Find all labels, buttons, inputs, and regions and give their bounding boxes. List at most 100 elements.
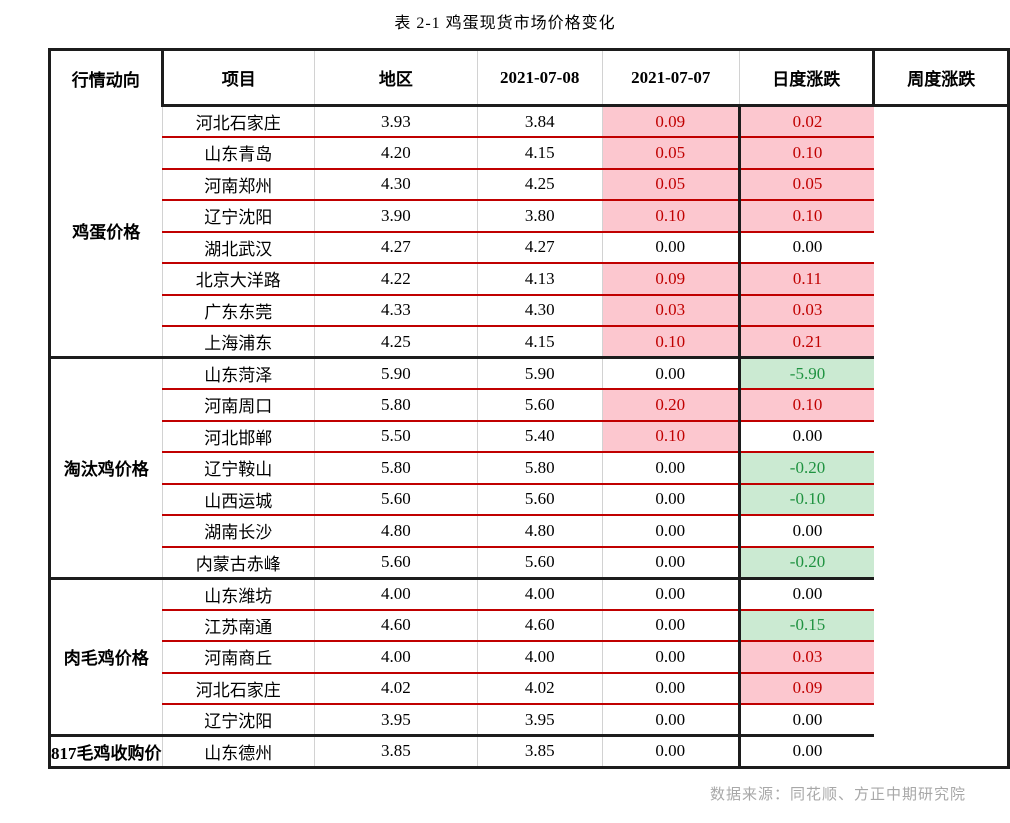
row-group-label: 行情动向 xyxy=(49,49,164,106)
daily-change-cell: 0.00 xyxy=(601,609,740,642)
item-cell: 肉毛鸡价格 xyxy=(49,578,162,737)
price-cell: 4.13 xyxy=(476,263,602,296)
column-header: 日度涨跌 xyxy=(739,49,874,107)
region-cell: 河南周口 xyxy=(161,389,315,422)
region-cell: 山东菏泽 xyxy=(161,357,315,390)
region-cell: 辽宁鞍山 xyxy=(161,452,315,485)
weekly-change-cell: 0.03 xyxy=(738,294,874,327)
weekly-change-cell: 0.03 xyxy=(738,641,874,674)
column-header: 2021-07-08 xyxy=(476,49,602,107)
price-cell: 3.84 xyxy=(476,105,602,138)
weekly-change-cell: 0.10 xyxy=(738,200,874,233)
price-cell: 4.00 xyxy=(476,578,602,611)
price-cell: 5.80 xyxy=(476,452,602,485)
price-cell: 5.60 xyxy=(313,546,478,580)
table-title: 表 2-1 鸡蛋现货市场价格变化 xyxy=(394,15,616,32)
price-cell: 5.50 xyxy=(313,420,478,453)
weekly-change-cell: 0.00 xyxy=(738,735,874,769)
weekly-change-cell: -0.15 xyxy=(738,609,874,642)
daily-change-cell: 0.00 xyxy=(601,515,740,548)
region-cell: 山西运城 xyxy=(161,483,315,516)
table-row: 辽宁鞍山 5.80 5.80 0.00 -0.20 xyxy=(50,452,1009,485)
region-cell: 河北石家庄 xyxy=(161,672,315,705)
price-cell: 4.15 xyxy=(476,137,602,170)
region-cell: 内蒙古赤峰 xyxy=(161,546,315,580)
region-cell: 河南商丘 xyxy=(161,641,315,674)
price-cell: 4.25 xyxy=(476,168,602,201)
daily-change-cell: 0.00 xyxy=(601,231,740,264)
column-header: 项目 xyxy=(162,49,315,107)
price-cell: 3.80 xyxy=(476,200,602,233)
region-cell: 山东潍坊 xyxy=(161,578,315,611)
price-cell: 3.95 xyxy=(476,704,602,737)
price-cell: 5.40 xyxy=(476,420,602,453)
region-cell: 辽宁沈阳 xyxy=(161,200,315,233)
table-row: 内蒙古赤峰 5.60 5.60 0.00 -0.20 xyxy=(50,546,1009,580)
table-row: 817毛鸡收购价 山东德州 3.85 3.85 0.00 0.00 xyxy=(49,735,1009,769)
price-cell: 3.93 xyxy=(313,105,478,138)
item-cell: 淘汰鸡价格 xyxy=(49,357,162,580)
price-cell: 3.90 xyxy=(313,200,478,233)
table-header: 行情动向 项目 地区 2021-07-08 2021-07-07 日度涨跌 周度涨跌 xyxy=(49,49,1009,107)
daily-change-cell: 0.00 xyxy=(601,672,740,705)
table-row: 河北石家庄 4.02 4.02 0.00 0.09 xyxy=(50,672,1009,705)
daily-change-cell: 0.20 xyxy=(601,389,740,422)
table-row: 鸡蛋价格 河北石家庄 3.93 3.84 0.09 0.02 xyxy=(49,105,1009,359)
table-row: 辽宁沈阳 3.95 3.95 0.00 0.00 xyxy=(50,704,1009,737)
price-cell: 4.00 xyxy=(313,641,478,674)
table-row: 河北邯郸 5.50 5.40 0.10 0.00 xyxy=(50,420,1009,453)
price-cell: 4.27 xyxy=(313,231,478,264)
price-cell: 3.95 xyxy=(313,704,478,737)
column-header: 地区 xyxy=(313,49,478,107)
daily-change-cell: 0.00 xyxy=(601,578,740,611)
table-row: 山东青岛 4.20 4.15 0.05 0.10 xyxy=(50,137,1009,170)
price-cell: 4.30 xyxy=(476,294,602,327)
column-header: 2021-07-07 xyxy=(601,49,740,107)
price-cell: 4.25 xyxy=(313,326,478,359)
price-cell: 4.02 xyxy=(476,672,602,705)
region-cell: 湖南长沙 xyxy=(161,515,315,548)
weekly-change-cell: 0.00 xyxy=(738,231,874,264)
daily-change-cell: 0.10 xyxy=(601,326,740,359)
weekly-change-cell: 0.00 xyxy=(738,420,874,453)
weekly-change-cell: 0.05 xyxy=(738,168,874,201)
table-row: 肉毛鸡价格 山东潍坊 4.00 4.00 0.00 0.00 xyxy=(49,578,1009,737)
item-cell: 鸡蛋价格 xyxy=(49,105,162,359)
price-cell: 5.90 xyxy=(476,357,602,390)
weekly-change-cell: -0.10 xyxy=(738,483,874,516)
weekly-change-cell: 0.21 xyxy=(738,326,874,359)
price-cell: 4.60 xyxy=(313,609,478,642)
price-cell: 4.02 xyxy=(313,672,478,705)
price-cell: 5.60 xyxy=(313,483,478,516)
table-row: 辽宁沈阳 3.90 3.80 0.10 0.10 xyxy=(50,200,1009,233)
table-row: 广东东莞 4.33 4.30 0.03 0.03 xyxy=(50,294,1009,327)
table-body: 鸡蛋价格 河北石家庄 3.93 3.84 0.09 0.02 山东青岛 4.20 4.15 0.0… xyxy=(49,105,1009,769)
price-cell: 4.80 xyxy=(313,515,478,548)
price-cell: 5.90 xyxy=(313,357,478,390)
daily-change-cell: 0.00 xyxy=(601,735,740,769)
table-row: 河南郑州 4.30 4.25 0.05 0.05 xyxy=(50,168,1009,201)
region-cell: 山东青岛 xyxy=(161,137,315,170)
weekly-change-cell: -0.20 xyxy=(738,546,874,580)
weekly-change-cell: 0.10 xyxy=(738,137,874,170)
daily-change-cell: 0.00 xyxy=(601,357,740,390)
table-row: 北京大洋路 4.22 4.13 0.09 0.11 xyxy=(50,263,1009,296)
price-cell: 4.60 xyxy=(476,609,602,642)
table-row: 湖南长沙 4.80 4.80 0.00 0.00 xyxy=(50,515,1009,548)
weekly-change-cell: 0.10 xyxy=(738,389,874,422)
daily-change-cell: 0.03 xyxy=(601,294,740,327)
table-row: 山西运城 5.60 5.60 0.00 -0.10 xyxy=(50,483,1009,516)
region-cell: 江苏南通 xyxy=(161,609,315,642)
daily-change-cell: 0.00 xyxy=(601,483,740,516)
region-cell: 北京大洋路 xyxy=(161,263,315,296)
price-cell: 5.80 xyxy=(313,452,478,485)
table-row: 河南周口 5.80 5.60 0.20 0.10 xyxy=(50,389,1009,422)
daily-change-cell: 0.09 xyxy=(601,263,740,296)
column-header: 周度涨跌 xyxy=(872,49,1009,107)
weekly-change-cell: 0.00 xyxy=(738,515,874,548)
price-cell: 4.15 xyxy=(476,326,602,359)
region-cell: 河北邯郸 xyxy=(161,420,315,453)
daily-change-cell: 0.00 xyxy=(601,704,740,737)
item-cell: 817毛鸡收购价 xyxy=(49,735,162,769)
